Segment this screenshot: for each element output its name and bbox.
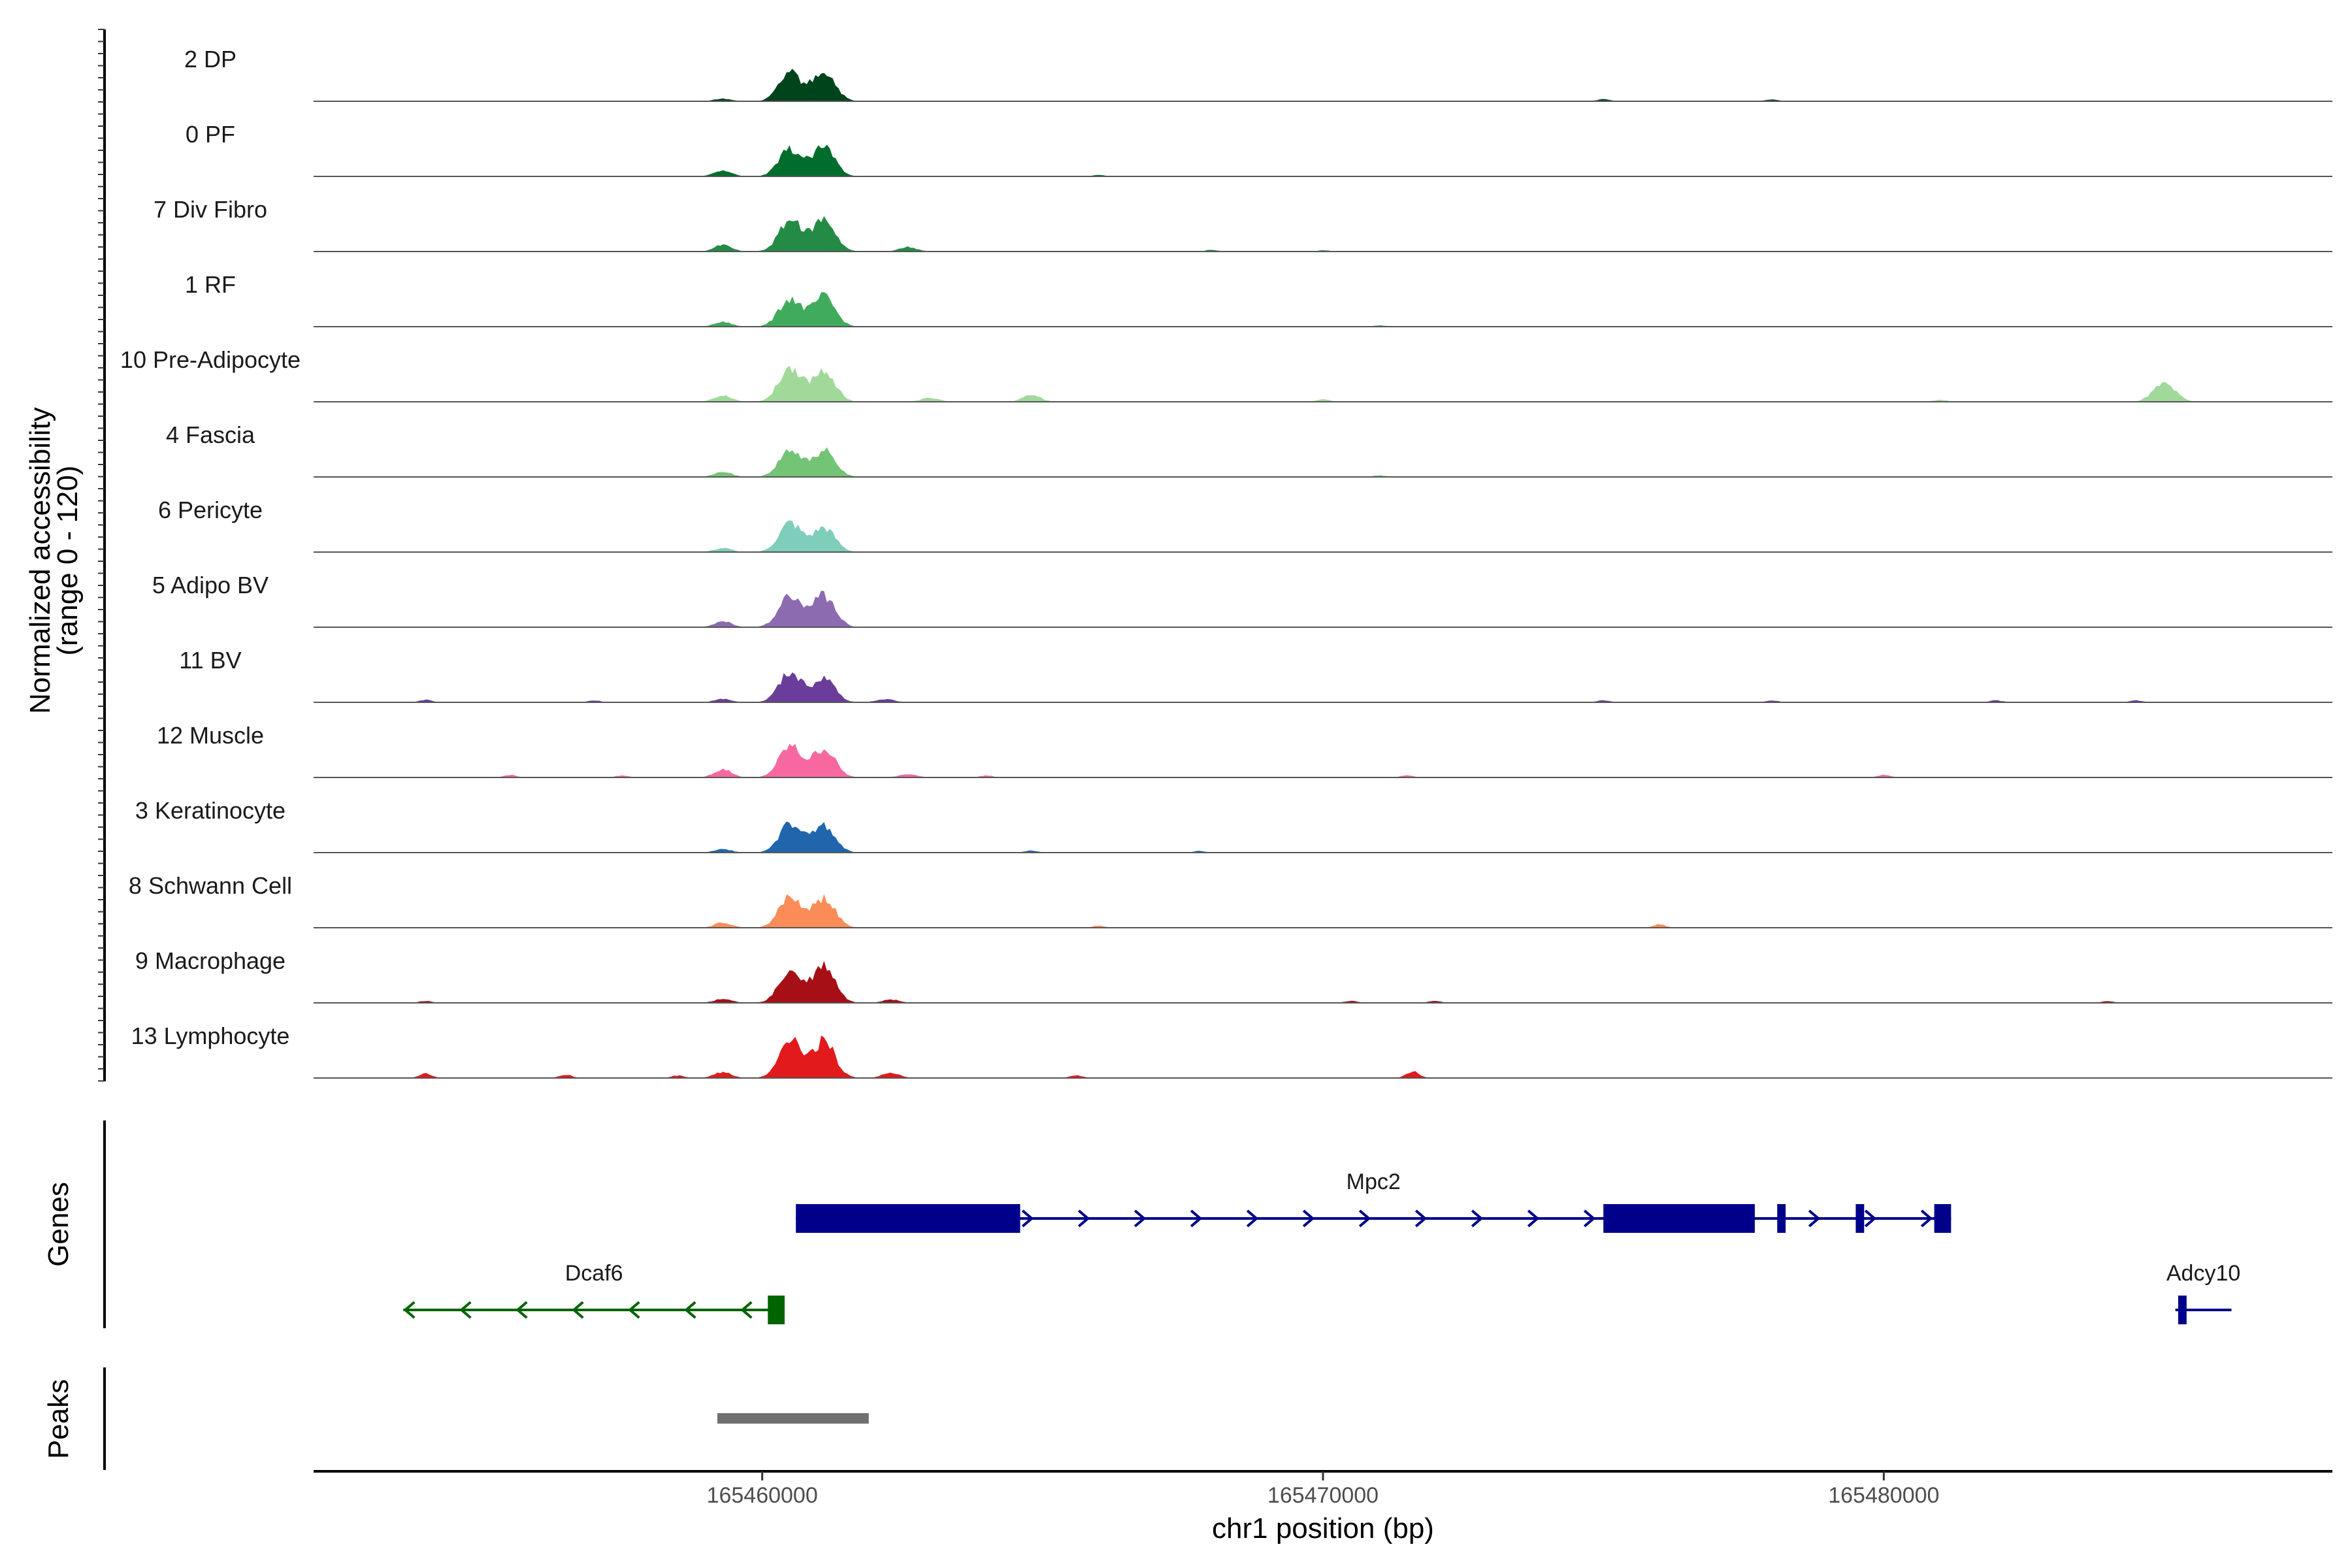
exon bbox=[1603, 1204, 1755, 1233]
gene-mpc2: Mpc2 bbox=[796, 1169, 1952, 1233]
track-2-dp: 2 DP bbox=[184, 46, 2332, 102]
strand-arrow bbox=[740, 1301, 753, 1319]
track-signal-7-div-fibro bbox=[314, 216, 2332, 252]
track-signal-9-macrophage bbox=[314, 960, 2332, 1003]
track-label-4-fascia: 4 Fascia bbox=[166, 421, 255, 448]
strand-arrow bbox=[1190, 1209, 1203, 1228]
track-12-muscle: 12 Muscle bbox=[157, 722, 2332, 778]
track-signal-2-dp bbox=[314, 69, 2332, 101]
strand-arrow bbox=[459, 1301, 472, 1319]
exon bbox=[1855, 1204, 1865, 1233]
y-axis-title-line1: Normalized accessibility bbox=[24, 407, 56, 713]
track-label-10-pre-adipocyte: 10 Pre-Adipocyte bbox=[120, 346, 301, 373]
strand-arrow bbox=[628, 1301, 640, 1319]
strand-arrow bbox=[1246, 1209, 1259, 1228]
track-6-pericyte: 6 Pericyte bbox=[158, 497, 2332, 553]
strand-arrow bbox=[1414, 1209, 1428, 1228]
track-label-1-rf: 1 RF bbox=[185, 271, 236, 298]
peaks-panel-title: Peaks bbox=[42, 1379, 74, 1459]
track-label-6-pericyte: 6 Pericyte bbox=[158, 497, 263, 523]
track-label-7-div-fibro: 7 Div Fibro bbox=[154, 196, 267, 223]
strand-arrow bbox=[1808, 1209, 1821, 1228]
track-4-fascia: 4 Fascia bbox=[166, 421, 2332, 478]
track-label-2-dp: 2 DP bbox=[184, 46, 237, 73]
coverage-y-axis bbox=[98, 29, 106, 1082]
gene-label-dcaf6: Dcaf6 bbox=[565, 1261, 623, 1286]
track-signal-0-pf bbox=[314, 144, 2332, 176]
track-label-11-bv: 11 BV bbox=[179, 647, 241, 674]
gene-label-adcy10: Adcy10 bbox=[2166, 1261, 2240, 1286]
track-3-keratinocyte: 3 Keratinocyte bbox=[135, 797, 2332, 853]
track-label-12-muscle: 12 Muscle bbox=[157, 722, 264, 749]
strand-arrow bbox=[1920, 1209, 1933, 1228]
track-signal-6-pericyte bbox=[314, 520, 2332, 552]
coverage-tracks: 2 DP 0 PF 7 Div Fibro 1 RF 10 Pre-Adipocyte 4… bbox=[120, 46, 2332, 1079]
track-label-8-schwann-cell: 8 Schwann Cell bbox=[129, 872, 292, 899]
track-0-pf: 0 PF bbox=[186, 121, 2332, 177]
exon bbox=[768, 1296, 785, 1324]
track-signal-1-rf bbox=[314, 292, 2332, 327]
track-signal-4-fascia bbox=[314, 447, 2332, 477]
strand-arrow bbox=[1077, 1209, 1090, 1228]
track-signal-12-muscle bbox=[314, 743, 2332, 777]
gene-label-mpc2: Mpc2 bbox=[1347, 1169, 1401, 1194]
track-5-adipo-bv: 5 Adipo BV bbox=[152, 572, 2332, 628]
track-label-13-lymphocyte: 13 Lymphocyte bbox=[131, 1022, 290, 1049]
track-signal-5-adipo-bv bbox=[314, 591, 2332, 627]
strand-arrow bbox=[1302, 1209, 1315, 1228]
track-label-3-keratinocyte: 3 Keratinocyte bbox=[135, 797, 286, 824]
track-1-rf: 1 RF bbox=[185, 271, 2332, 327]
y-axis-title-line2: (range 0 - 120) bbox=[52, 465, 84, 655]
strand-arrow bbox=[1021, 1209, 1034, 1228]
strand-arrow bbox=[684, 1301, 696, 1319]
x-axis-title: chr1 position (bp) bbox=[1212, 1512, 1434, 1544]
track-9-macrophage: 9 Macrophage bbox=[135, 947, 2332, 1004]
genes-panel: Mpc2 Dcaf6 Adcy10 bbox=[403, 1169, 2240, 1324]
x-tick-label: 165470000 bbox=[1267, 1483, 1379, 1508]
exon bbox=[1777, 1204, 1786, 1233]
x-axis-ticks: 165460000 165470000 165480000 bbox=[707, 1471, 1939, 1508]
strand-arrow bbox=[1471, 1209, 1484, 1228]
gene-dcaf6: Dcaf6 bbox=[403, 1261, 785, 1324]
strand-arrow bbox=[515, 1301, 528, 1319]
gene-adcy10: Adcy10 bbox=[2166, 1261, 2240, 1324]
genes-panel-title: Genes bbox=[42, 1182, 74, 1267]
track-7-div-fibro: 7 Div Fibro bbox=[154, 196, 2332, 252]
peaks-panel bbox=[717, 1413, 869, 1424]
strand-arrow bbox=[1358, 1209, 1371, 1228]
track-8-schwann-cell: 8 Schwann Cell bbox=[129, 872, 2332, 928]
exon bbox=[1934, 1204, 1952, 1233]
track-label-9-macrophage: 9 Macrophage bbox=[135, 947, 286, 974]
strand-arrow bbox=[403, 1301, 416, 1319]
strand-arrow bbox=[1583, 1209, 1596, 1228]
x-tick-label: 165480000 bbox=[1828, 1483, 1939, 1508]
track-signal-10-pre-adipocyte bbox=[314, 365, 2332, 402]
exon bbox=[796, 1204, 1021, 1233]
track-signal-3-keratinocyte bbox=[314, 821, 2332, 853]
track-10-pre-adipocyte: 10 Pre-Adipocyte bbox=[120, 346, 2332, 402]
track-13-lymphocyte: 13 Lymphocyte bbox=[131, 1022, 2332, 1079]
track-label-5-adipo-bv: 5 Adipo BV bbox=[152, 572, 269, 598]
track-signal-13-lymphocyte bbox=[314, 1035, 2332, 1078]
track-signal-11-bv bbox=[314, 672, 2332, 702]
strand-arrow bbox=[1864, 1209, 1877, 1228]
x-tick-label: 165460000 bbox=[707, 1483, 818, 1508]
track-label-0-pf: 0 PF bbox=[186, 121, 235, 148]
exon bbox=[2178, 1296, 2187, 1324]
strand-arrow bbox=[1134, 1209, 1147, 1228]
strand-arrow bbox=[1527, 1209, 1540, 1228]
track-signal-8-schwann-cell bbox=[314, 894, 2332, 928]
strand-arrow bbox=[572, 1301, 584, 1319]
track-11-bv: 11 BV bbox=[179, 647, 2332, 703]
peak-region bbox=[717, 1413, 869, 1424]
